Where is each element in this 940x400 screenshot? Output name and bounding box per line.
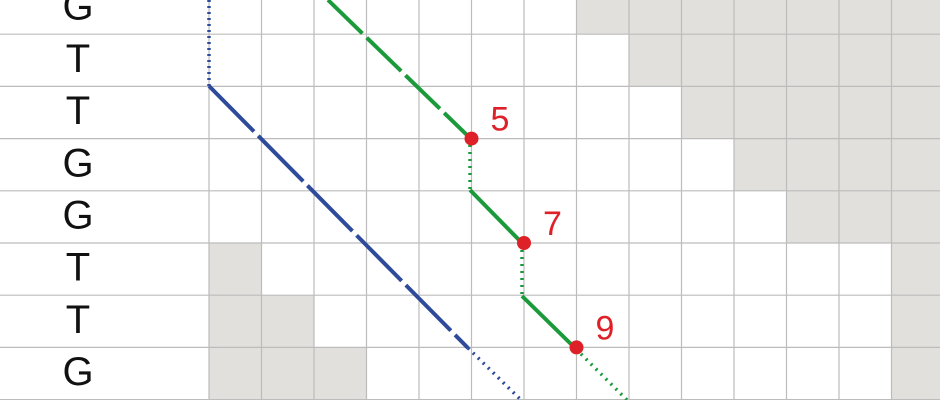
shaded-cell bbox=[891, 0, 940, 35]
row-label: G bbox=[62, 350, 93, 394]
row-label: T bbox=[66, 89, 90, 133]
alignment-paths bbox=[207, 0, 629, 400]
green-path-dotted-tail bbox=[574, 347, 629, 400]
shaded-cell bbox=[891, 138, 940, 191]
shaded-cell bbox=[891, 295, 940, 348]
green-path-diagonal-1 bbox=[468, 188, 524, 245]
shaded-cell bbox=[734, 34, 787, 87]
score-point bbox=[569, 340, 584, 355]
score-point bbox=[464, 131, 479, 146]
shaded-cell bbox=[629, 34, 682, 87]
shaded-cell bbox=[891, 86, 940, 139]
shaded-cell bbox=[734, 86, 787, 139]
shaded-cell bbox=[786, 190, 839, 243]
shaded-cell bbox=[891, 190, 940, 243]
score-point bbox=[517, 236, 531, 250]
row-label: T bbox=[66, 37, 90, 81]
shaded-cell bbox=[839, 0, 892, 35]
shaded-cell bbox=[629, 0, 682, 35]
shaded-cell bbox=[734, 138, 787, 191]
shaded-cell bbox=[839, 86, 892, 139]
score-point-label: 5 bbox=[491, 101, 510, 139]
shaded-cell bbox=[209, 295, 262, 348]
row-label: T bbox=[66, 298, 90, 342]
green-path-diagonal-2 bbox=[520, 294, 578, 351]
shaded-cell bbox=[891, 347, 940, 400]
score-point-label: 9 bbox=[596, 309, 615, 347]
shaded-cell bbox=[786, 0, 839, 35]
shaded-cell bbox=[839, 34, 892, 87]
shaded-cell bbox=[786, 86, 839, 139]
score-point-label: 7 bbox=[543, 205, 562, 243]
blue-path-dashed-diagonal bbox=[207, 84, 470, 350]
shaded-cell bbox=[261, 347, 314, 400]
score-points: 5 7 9 bbox=[464, 101, 615, 355]
shaded-cell bbox=[786, 138, 839, 191]
row-label: T bbox=[66, 246, 90, 290]
row-label: G bbox=[62, 0, 93, 29]
blue-path-dotted-tail bbox=[466, 346, 523, 400]
shaded-cell bbox=[786, 34, 839, 87]
shaded-cell bbox=[839, 138, 892, 191]
shaded-cell bbox=[681, 86, 734, 139]
green-path-dashed-diagonal bbox=[326, 0, 472, 140]
shaded-cell bbox=[209, 243, 262, 296]
shaded-cell bbox=[891, 34, 940, 87]
row-label: G bbox=[62, 141, 93, 185]
shaded-cell bbox=[839, 190, 892, 243]
shaded-cell bbox=[681, 34, 734, 87]
shaded-cell bbox=[891, 243, 940, 296]
shaded-cell bbox=[261, 295, 314, 348]
shaded-cell bbox=[314, 347, 367, 400]
shaded-cell bbox=[576, 0, 629, 35]
shaded-cell bbox=[681, 0, 734, 35]
shaded-cell bbox=[209, 347, 262, 400]
shaded-cells bbox=[209, 0, 940, 400]
row-label: G bbox=[62, 193, 93, 237]
shaded-cell bbox=[734, 0, 787, 35]
